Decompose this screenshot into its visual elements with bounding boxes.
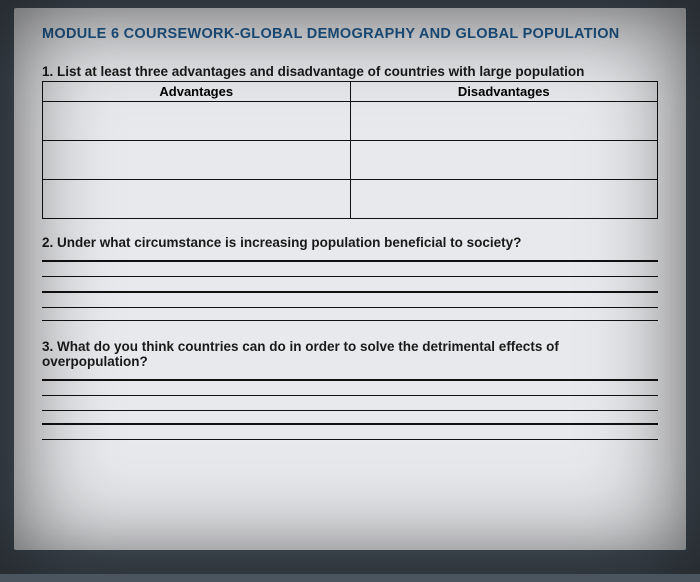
col-advantages: Advantages [43,82,351,102]
module-title: MODULE 6 COURSEWORK-GLOBAL DEMOGRAPHY AN… [42,26,658,42]
col-disadvantages: Disadvantages [350,82,658,102]
blank-line [42,320,658,322]
blank-line [42,423,658,425]
cell-dis-3[interactable] [350,180,658,219]
blank-line [42,276,658,278]
blank-line [42,410,658,411]
cell-dis-1[interactable] [350,102,658,141]
question-1-prompt: 1. List at least three advantages and di… [42,64,658,79]
blank-line [42,260,658,262]
table-row [43,102,658,141]
table-row [43,141,658,180]
q2-answer-lines[interactable] [42,260,658,321]
cell-adv-1[interactable] [43,102,351,141]
table-row [43,180,658,219]
table-header-row: Advantages Disadvantages [43,82,658,102]
question-1: 1. List at least three advantages and di… [42,64,658,219]
question-2-prompt: 2. Under what circumstance is increasing… [42,235,658,250]
question-2: 2. Under what circumstance is increasing… [42,235,658,321]
blank-line [42,439,658,441]
advantages-disadvantages-table: Advantages Disadvantages [42,81,658,219]
blank-line [42,395,658,397]
blank-line [42,291,658,293]
cell-adv-2[interactable] [43,141,351,180]
question-3: 3. What do you think countries can do in… [42,339,658,440]
blank-line [42,379,658,381]
cell-dis-2[interactable] [350,141,658,180]
cell-adv-3[interactable] [43,180,351,219]
worksheet-page: MODULE 6 COURSEWORK-GLOBAL DEMOGRAPHY AN… [14,8,686,550]
question-3-prompt: 3. What do you think countries can do in… [42,339,658,369]
q3-answer-lines[interactable] [42,379,658,440]
blank-line [42,307,658,308]
